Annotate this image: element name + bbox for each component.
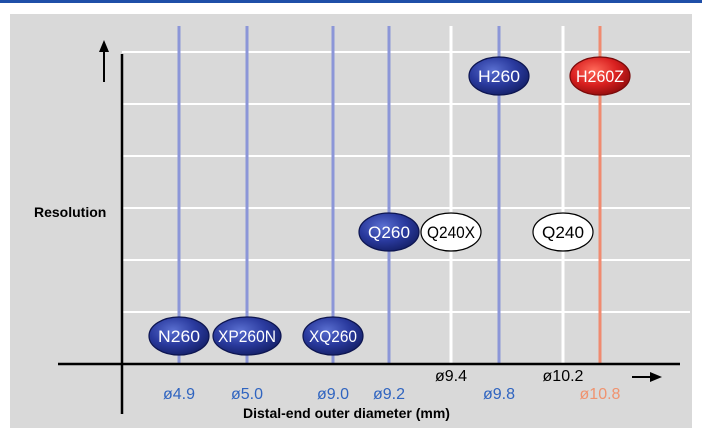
scope-oval (569, 56, 631, 96)
scope-marker: Q240 (532, 212, 594, 252)
scope-ovals: N260 XP260N XQ260 Q260 Q240X H260 Q240 H260Z (148, 56, 631, 356)
scope-oval (420, 212, 482, 252)
scope-oval (468, 56, 530, 96)
scope-oval (532, 212, 594, 252)
scope-marker: Q260 (358, 212, 420, 252)
x-axis-title: Distal-end outer diameter (mm) (243, 405, 450, 421)
scope-label: N260 (158, 327, 200, 346)
scope-label: XQ260 (309, 327, 357, 346)
x-tick-label: ø9.4 (435, 368, 467, 385)
scope-marker: N260 (148, 316, 210, 356)
scope-oval (148, 316, 210, 356)
x-tick-label: ø9.2 (373, 386, 405, 403)
scope-marker: H260 (468, 56, 530, 96)
scope-marker: H260Z (569, 56, 631, 96)
scope-marker: Q240X (420, 212, 482, 252)
x-tick-label: ø4.9 (163, 386, 195, 403)
scope-marker: XQ260 (302, 316, 364, 356)
scope-label: H260Z (576, 67, 624, 86)
scope-label: XP260N (218, 327, 276, 346)
y-axis-title: Resolution (34, 204, 106, 220)
scope-oval (212, 316, 282, 356)
x-axis-arrow-head (650, 372, 662, 382)
x-tick-label: ø5.0 (231, 386, 263, 403)
grid-lines (122, 51, 690, 313)
x-tick-label: ø10.2 (543, 368, 584, 385)
scope-marker: XP260N (212, 316, 282, 356)
scope-label: H260 (478, 67, 520, 86)
scope-oval (358, 212, 420, 252)
scope-label: Q240 (542, 223, 584, 242)
x-tick-label: ø9.8 (483, 386, 515, 403)
diameter-lines (177, 26, 602, 364)
top-rule (0, 0, 702, 3)
x-tick-label: ø10.8 (580, 386, 621, 403)
y-axis-arrow-head (99, 40, 109, 52)
scope-oval (302, 316, 364, 356)
scope-label: Q240X (427, 223, 475, 242)
scope-label: Q260 (368, 223, 410, 242)
x-tick-label: ø9.0 (317, 386, 349, 403)
